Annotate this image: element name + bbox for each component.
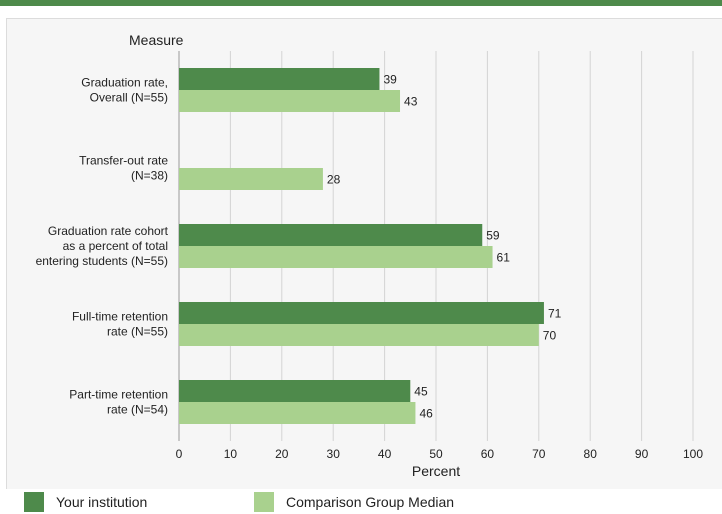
- category-label: Overall (N=55): [90, 91, 168, 105]
- data-label-comparison: 43: [404, 95, 418, 109]
- bar-institution: [179, 224, 483, 246]
- chart-panel: 0 10 20 30 40 50 60 70 80 90 100 Measure Percent Grad…: [6, 18, 722, 489]
- legend: Your institution Comparison Group Median: [0, 490, 722, 514]
- data-label-comparison: 46: [419, 407, 433, 421]
- x-axis-title: Percent: [412, 463, 460, 479]
- category-label: rate (N=55): [107, 325, 168, 339]
- legend-item-institution: Your institution: [24, 490, 147, 514]
- category-label: Part-time retention: [69, 388, 168, 402]
- legend-swatch-institution: [24, 492, 44, 512]
- y-axis-title: Measure: [129, 32, 184, 48]
- x-tick-label-80: 80: [584, 447, 598, 461]
- x-tick-label-60: 60: [481, 447, 495, 461]
- category-label: (N=38): [131, 169, 168, 183]
- category-label: rate (N=54): [107, 403, 168, 417]
- x-tick-label-40: 40: [378, 447, 392, 461]
- x-tick-label-0: 0: [176, 447, 183, 461]
- x-tick-label-50: 50: [429, 447, 443, 461]
- data-label-institution: 59: [486, 229, 500, 243]
- top-accent-bar: [0, 0, 722, 6]
- category-label: entering students (N=55): [36, 254, 168, 268]
- category-label: Graduation rate,: [81, 76, 168, 90]
- bar-comparison: [179, 246, 493, 268]
- x-tick-label-20: 20: [275, 447, 289, 461]
- bar-institution: [179, 68, 380, 90]
- bar-comparison: [179, 90, 401, 112]
- data-label-institution: 45: [414, 385, 428, 399]
- category-label: Transfer-out rate: [79, 154, 168, 168]
- bar-comparison: [179, 402, 416, 424]
- x-tick-label-70: 70: [532, 447, 546, 461]
- legend-label-institution: Your institution: [56, 494, 148, 510]
- x-tick-label-100: 100: [683, 447, 703, 461]
- category-label: as a percent of total: [63, 239, 168, 253]
- category-label: Full-time retention: [72, 310, 168, 324]
- data-label-comparison: 70: [543, 329, 557, 343]
- bar-comparison: [179, 324, 539, 346]
- legend-item-comparison: Comparison Group Median: [254, 490, 454, 514]
- x-tick-label-30: 30: [327, 447, 341, 461]
- legend-label-comparison: Comparison Group Median: [286, 494, 455, 510]
- data-label-comparison: 61: [497, 251, 511, 265]
- x-tick-label-90: 90: [635, 447, 649, 461]
- data-label-institution: 39: [383, 73, 397, 87]
- x-tick-label-10: 10: [224, 447, 238, 461]
- data-label-institution: 71: [548, 307, 562, 321]
- bar-comparison: [179, 168, 323, 190]
- data-label-comparison: 28: [327, 173, 341, 187]
- legend-swatch-comparison: [254, 492, 274, 512]
- bar-institution: [179, 380, 411, 402]
- bar-chart: 0 10 20 30 40 50 60 70 80 90 100 Measure Percent Grad…: [36, 32, 704, 479]
- category-label: Graduation rate cohort: [48, 224, 169, 238]
- bar-institution: [179, 302, 544, 324]
